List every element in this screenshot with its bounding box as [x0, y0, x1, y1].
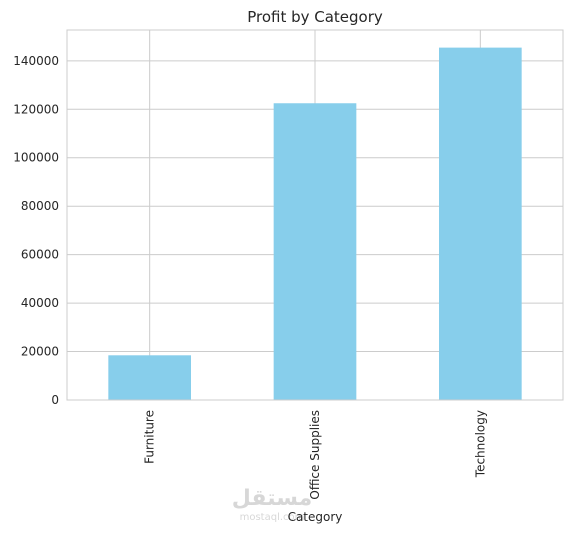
x-tick-labels: Furniture Office Supplies Technology — [143, 410, 488, 500]
y-tick-label: 140000 — [13, 54, 59, 68]
y-tick-labels: 0 20000 40000 60000 80000 100000 120000 140000 — [13, 54, 59, 407]
watermark-text: mostaql.com — [240, 512, 305, 523]
watermark-logo: مستقل mostaql.com — [232, 486, 312, 523]
bars — [108, 47, 522, 400]
y-tick-label: 20000 — [21, 345, 59, 359]
x-tick-label: Furniture — [143, 410, 157, 464]
y-tick-label: 60000 — [21, 248, 59, 262]
bar-furniture — [108, 355, 191, 400]
watermark-glyphs: مستقل — [232, 486, 312, 511]
y-tick-label: 80000 — [21, 199, 59, 213]
x-tick-label: Technology — [473, 410, 487, 478]
x-tick-label: Office Supplies — [308, 410, 322, 500]
y-tick-label: 100000 — [13, 151, 59, 165]
y-tick-label: 120000 — [13, 102, 59, 116]
plot-frame — [66, 29, 564, 401]
x-axis-label: Category — [288, 510, 343, 524]
bar-office-supplies — [273, 103, 357, 400]
y-tick-label: 0 — [51, 393, 59, 407]
y-tick-label: 40000 — [21, 296, 59, 310]
chart-title: Profit by Category — [247, 8, 383, 26]
bar-technology — [439, 47, 522, 400]
